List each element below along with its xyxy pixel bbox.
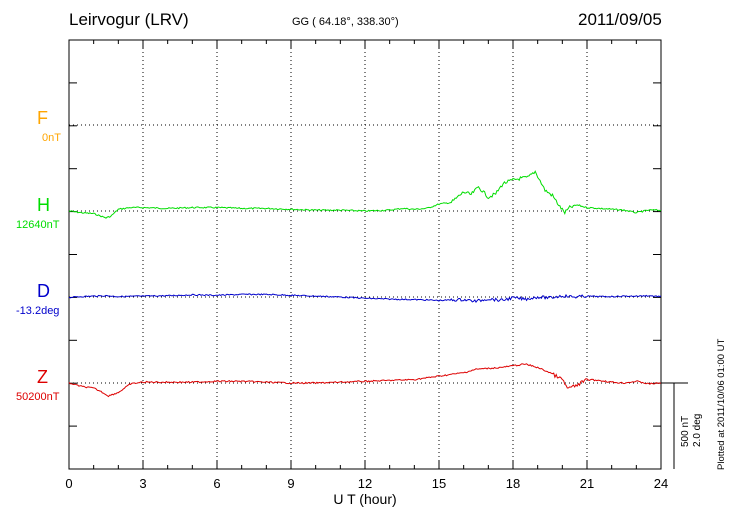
scale-deg-label: 2.0 deg <box>692 413 703 447</box>
plot-date: 2011/09/05 <box>578 10 662 29</box>
x-axis-label: U T (hour) <box>333 491 397 507</box>
baseline-h: 12640nT <box>16 219 60 231</box>
baseline-z: 50200nT <box>16 391 60 403</box>
component-label-z: Z <box>37 367 48 387</box>
scale-nt-label: 500 nT <box>680 415 691 447</box>
station-title: Leirvogur (LRV) <box>69 10 189 29</box>
axis-ticks <box>68 40 662 469</box>
plotted-at-note: Plotted at 2011/10/06 01:00 UT <box>716 338 727 470</box>
series-lines <box>68 170 662 398</box>
x-tick-label: 0 <box>65 476 73 491</box>
x-tick-label: 18 <box>505 476 521 491</box>
x-tick-label: 9 <box>287 476 295 491</box>
x-tick-label: 21 <box>579 476 595 491</box>
series-line-z <box>68 363 662 398</box>
series-line-d <box>68 293 662 303</box>
scale-bar <box>661 382 688 469</box>
station-coordinates: GG ( 64.18°, 338.30°) <box>292 16 399 28</box>
component-label-d: D <box>37 281 50 301</box>
x-tick-label: 24 <box>653 476 669 491</box>
x-tick-label: 12 <box>357 476 373 491</box>
baseline-f: 0nT <box>42 132 61 144</box>
series-line-h <box>68 170 662 219</box>
baseline-d: -13.2deg <box>16 305 60 317</box>
x-tick-label: 3 <box>139 476 147 491</box>
component-label-f: F <box>37 108 48 128</box>
x-tick-label: 6 <box>213 476 221 491</box>
component-label-h: H <box>37 195 50 215</box>
x-tick-label: 15 <box>431 476 447 491</box>
grid-lines <box>69 40 661 469</box>
